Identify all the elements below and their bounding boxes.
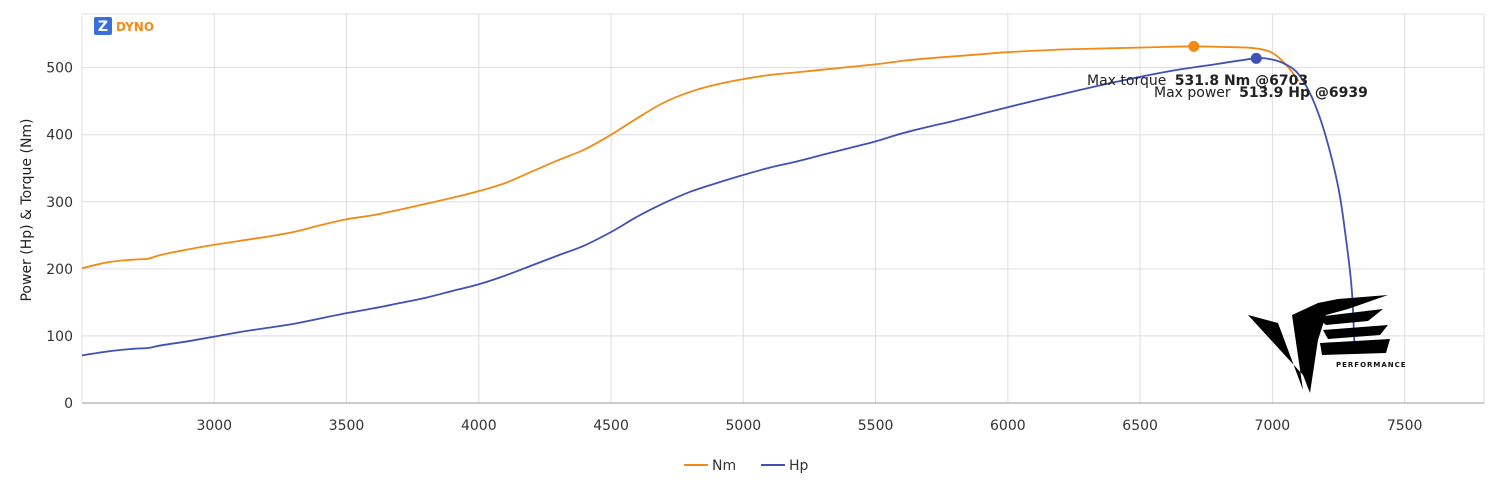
x-tick-label: 7500 (1387, 418, 1423, 434)
y-tick-label: 300 (46, 195, 73, 211)
logo-letter: Z (98, 19, 108, 35)
x-tick-label: 6500 (1122, 418, 1158, 434)
y-tick-label: 400 (46, 128, 73, 144)
max-power-annotation: Max power 513.9 Hp @6939 (1154, 85, 1368, 101)
series-lines (81, 45, 1356, 357)
grid-lines (81, 13, 1485, 404)
x-tick-label: 3500 (329, 418, 365, 434)
x-tick-label: 3000 (196, 418, 232, 434)
legend-label-nm: Nm (712, 458, 736, 474)
max-torque-value: 531.8 Nm @6703 (1175, 73, 1308, 89)
series-line-hp (81, 57, 1356, 357)
legend: Nm Hp (684, 458, 809, 474)
y-tick-labels: 0 100 200 300 400 500 (46, 61, 73, 412)
y-tick-label: 0 (64, 396, 73, 412)
max-marker-nm[interactable] (1188, 40, 1200, 52)
y-tick-label: 500 (46, 61, 73, 77)
y-axis-title: Power (Hp) & Torque (Nm) (19, 118, 35, 301)
logo-brand-name: DYNO (116, 20, 154, 34)
x-tick-label: 6000 (990, 418, 1026, 434)
x-tick-label: 4000 (461, 418, 497, 434)
max-power-value: 513.9 Hp @6939 (1239, 85, 1368, 101)
max-torque-annotation: Max torque 531.8 Nm @6703 (1087, 73, 1308, 89)
logo-badge-icon (94, 17, 112, 35)
x-tick-label: 7000 (1255, 418, 1291, 434)
y-tick-label: 200 (46, 262, 73, 278)
max-markers (1188, 40, 1262, 64)
x-tick-label: 5000 (726, 418, 762, 434)
max-power-prefix: Max power (1154, 85, 1231, 101)
series-line-nm (81, 45, 1300, 270)
zdyno-logo: Z DYNO (94, 17, 154, 35)
watermark-text: PERFORMANCE (1336, 361, 1407, 369)
legend-item-hp[interactable]: Hp (761, 458, 809, 474)
max-marker-hp[interactable] (1250, 52, 1262, 64)
y-tick-label: 100 (46, 329, 73, 345)
ve-performance-logo: PERFORMANCE (1248, 295, 1407, 393)
legend-item-nm[interactable]: Nm (684, 458, 736, 474)
max-torque-prefix: Max torque (1087, 73, 1166, 89)
x-tick-label: 4500 (593, 418, 629, 434)
x-tick-labels: 3000 3500 4000 4500 5000 5500 6000 6500 7000 7500 (196, 418, 1422, 434)
legend-label-hp: Hp (789, 458, 809, 474)
x-tick-label: 5500 (858, 418, 894, 434)
